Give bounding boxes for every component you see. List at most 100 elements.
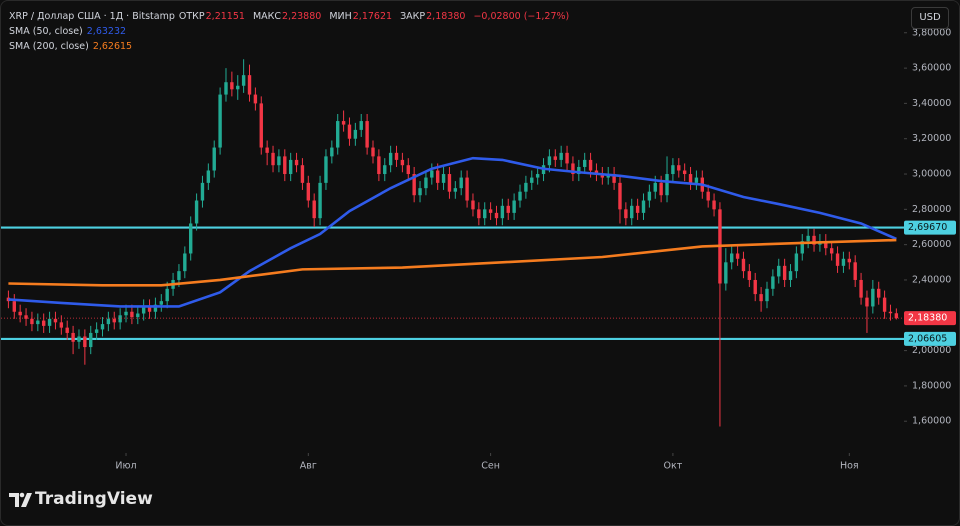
candle-body — [488, 209, 493, 213]
candle-body — [582, 159, 587, 167]
candle-body — [771, 276, 775, 289]
candle-body — [741, 258, 746, 272]
candle-body — [353, 129, 358, 139]
x-tick-label: Ноя — [840, 461, 859, 472]
sma-line — [8, 238, 897, 287]
y-tick-label: 1,60000 — [912, 416, 951, 427]
candle-body — [406, 165, 410, 175]
candle-body — [394, 152, 399, 160]
candle-body — [24, 315, 28, 319]
change: −0,02800 (−1,27%) — [473, 11, 570, 22]
candle-body — [212, 147, 216, 171]
ohlc-value: 2,18380 — [426, 11, 466, 22]
candle-body — [277, 156, 281, 166]
candle-body — [518, 191, 522, 201]
candle-body — [230, 82, 234, 90]
legend-value: 2,63232 — [86, 26, 127, 37]
candle-body — [553, 156, 557, 160]
brand-logo — [9, 492, 32, 507]
candle-body — [459, 177, 463, 189]
candle-body — [383, 165, 387, 175]
candle-body — [624, 209, 628, 219]
candle-body — [118, 315, 122, 323]
candle-body — [94, 329, 99, 333]
y-tick-label: 3,40000 — [912, 98, 951, 109]
candle-body — [594, 170, 599, 175]
candle-body — [447, 174, 452, 192]
candle-body — [253, 94, 258, 104]
candle-body — [788, 271, 793, 280]
candle-body — [888, 311, 893, 314]
candle-body — [547, 156, 552, 166]
legend-value: 2,62615 — [92, 41, 133, 52]
candle-body — [641, 200, 646, 213]
brand-name: TradingView — [35, 489, 153, 509]
candle-body — [306, 182, 311, 201]
candle-body — [465, 177, 469, 201]
candle-body — [236, 85, 240, 90]
candle-body — [312, 200, 316, 219]
candle-body — [753, 279, 757, 295]
candle-body — [730, 253, 734, 263]
level-label: 2,06605 — [908, 333, 947, 344]
candle-body — [794, 253, 799, 272]
candle-body — [36, 320, 40, 325]
candle-body — [800, 241, 804, 254]
candle-body — [71, 332, 75, 342]
candle-body — [577, 166, 581, 175]
candle-body — [724, 262, 728, 284]
candle-body — [712, 200, 716, 210]
ohlc-item: МИН2,17621 — [329, 11, 396, 22]
y-tick-label: 2,60000 — [912, 239, 951, 250]
candle-body — [865, 297, 869, 307]
ohlc-item: ОТКР2,21151 — [179, 11, 249, 22]
candle-body — [588, 159, 593, 171]
candle-body — [12, 301, 16, 312]
candle-body — [377, 156, 381, 175]
legend: XRP / Доллар США · 1Д · Bitstamp ОТКР2,21… — [9, 9, 573, 54]
candle-body — [130, 311, 134, 318]
ohlc-item: ЗАКР2,18380 — [400, 11, 469, 22]
y-tick-label: 3,00000 — [912, 169, 951, 180]
candle-body — [829, 248, 834, 254]
logo-glyph — [9, 493, 32, 507]
candle-body — [494, 212, 499, 219]
candle-body — [635, 205, 640, 213]
candle-body — [682, 170, 687, 175]
candle-body — [759, 294, 763, 302]
candle-body — [706, 191, 710, 201]
x-tick-label: Июл — [115, 461, 136, 472]
candle-body — [59, 322, 64, 328]
y-tick-label: 1,80000 — [912, 380, 951, 391]
candle-body — [200, 182, 205, 201]
candle-body — [530, 177, 534, 183]
candle-body — [224, 82, 228, 95]
candle-body — [571, 163, 575, 175]
candle-body — [600, 174, 605, 178]
y-tick-label: 2,80000 — [912, 204, 951, 215]
candle-body — [18, 311, 22, 316]
candle-body — [283, 156, 287, 175]
logo-dot — [19, 492, 25, 498]
candle-body — [365, 121, 369, 148]
candle-body — [747, 271, 752, 280]
candle-body — [77, 336, 81, 342]
candle-body — [41, 320, 46, 326]
legend-row: XRP / Доллар США · 1Д · Bitstamp ОТКР2,21… — [9, 9, 573, 24]
candle-body — [294, 159, 299, 166]
candle-body — [559, 152, 563, 160]
price-label-bg — [904, 311, 956, 326]
candle-body — [524, 182, 528, 192]
candle-body — [477, 209, 481, 219]
y-tick-label: 2,40000 — [912, 274, 951, 285]
legend-row: SMA (200, close) 2,62615 — [9, 39, 573, 54]
candle-body — [100, 324, 105, 330]
candle-body — [418, 188, 422, 196]
candle-body — [218, 94, 222, 148]
legend-name: SMA (200, close) — [9, 41, 89, 52]
currency-button[interactable]: USD — [911, 7, 949, 29]
candle-body — [777, 265, 781, 277]
candle-body — [835, 253, 840, 266]
